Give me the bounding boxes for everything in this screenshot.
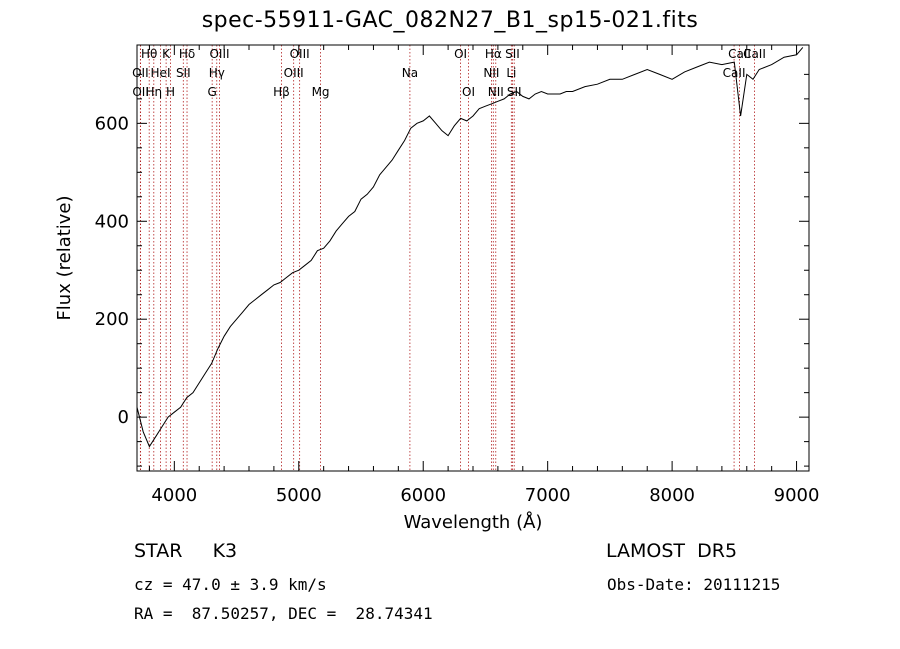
line-label: NII xyxy=(483,66,499,80)
x-tick-label: 4000 xyxy=(151,485,197,506)
obs-date-label: Obs-Date: 20111215 xyxy=(607,575,781,594)
x-axis-ticks: 4000 5000 6000 7000 8000 9000 xyxy=(148,45,820,506)
line-label: OI xyxy=(454,47,467,61)
y-axis-ticks: 0 200 400 600 xyxy=(95,73,809,467)
line-label: Mg xyxy=(312,85,330,99)
spectrum-line xyxy=(136,47,804,448)
line-label: Hα xyxy=(485,47,502,61)
line-label: Hδ xyxy=(179,47,195,61)
x-tick-label: 9000 xyxy=(774,485,820,506)
classification-label: STAR K3 xyxy=(134,540,238,562)
y-tick-label: 0 xyxy=(118,407,129,428)
x-tick-label: 5000 xyxy=(276,485,322,506)
x-tick-label: 7000 xyxy=(525,485,571,506)
line-label: SII xyxy=(176,66,191,80)
line-label: OIII xyxy=(209,47,229,61)
line-label: Hθ xyxy=(141,47,157,61)
coordinates-label: RA = 87.50257, DEC = 28.74341 xyxy=(134,604,433,623)
line-label: CaII xyxy=(728,47,751,61)
line-label: SII xyxy=(505,47,520,61)
line-label: Hβ xyxy=(273,85,290,99)
line-label: Hγ xyxy=(209,66,225,80)
line-label: NII xyxy=(488,85,504,99)
line-label: Hη xyxy=(145,85,162,99)
survey-label: LAMOST DR5 xyxy=(606,540,738,562)
x-tick-label: 6000 xyxy=(400,485,446,506)
x-tick-label: 8000 xyxy=(649,485,695,506)
y-axis-label: Flux (relative) xyxy=(54,195,75,320)
line-label: OIII xyxy=(290,47,310,61)
y-tick-label: 400 xyxy=(95,211,129,232)
plot-frame xyxy=(136,44,810,472)
line-label: OIII xyxy=(284,66,304,80)
line-label: H xyxy=(166,85,175,99)
y-tick-label: 200 xyxy=(95,309,129,330)
y-tick-label: 600 xyxy=(95,113,129,134)
line-label: CaII xyxy=(723,66,746,80)
x-axis-label: Wavelength (Å) xyxy=(404,511,543,533)
line-label: G xyxy=(208,85,217,99)
chart-title: spec-55911-GAC_082N27_B1_sp15-021.fits xyxy=(201,8,699,33)
line-label: CaII xyxy=(743,47,766,61)
line-label: OII xyxy=(132,66,149,80)
redshift-label: cz = 47.0 ± 3.9 km/s xyxy=(134,575,327,594)
line-label: Li xyxy=(506,66,516,80)
line-label: Na xyxy=(402,66,418,80)
line-label: OII xyxy=(132,85,149,99)
line-markers xyxy=(139,45,755,471)
line-label: HeI xyxy=(151,66,171,80)
line-label: OI xyxy=(462,85,475,99)
line-label: K xyxy=(162,47,171,61)
